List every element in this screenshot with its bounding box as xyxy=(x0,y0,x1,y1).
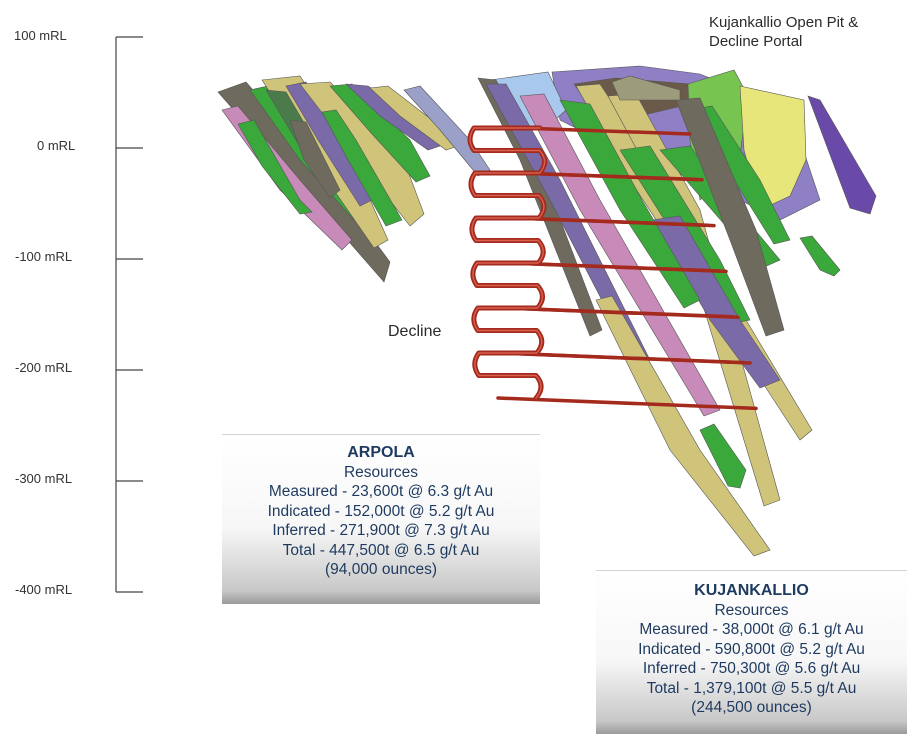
kujankallio-ounces: (244,500 ounces) xyxy=(691,699,812,716)
level-drive xyxy=(510,216,716,228)
level-drive xyxy=(506,261,728,274)
open-pit-label: Kujankallio Open Pit & Decline Portal xyxy=(709,13,858,51)
scale-label-minus-100: -100 mRL xyxy=(15,249,73,264)
arpola-inferred: Inferred - 271,900t @ 7.3 g/t Au xyxy=(272,522,490,539)
elevation-scale-axis xyxy=(115,36,143,593)
level-drive xyxy=(502,306,740,319)
arpola-title: ARPOLA xyxy=(347,444,415,461)
level-drive xyxy=(518,126,692,136)
kujankallio-subtitle: Resources xyxy=(714,601,789,619)
arpola-measured: Measured - 23,600t @ 6.3 g/t Au xyxy=(268,483,494,500)
arpola-orebody-lenses xyxy=(217,75,459,283)
arpola-subtitle: Resources xyxy=(343,463,419,481)
arpola-indicated: Indicated - 152,000t @ 5.2 g/t Au xyxy=(267,502,495,520)
scale-label-minus-300: -300 mRL xyxy=(15,471,73,486)
decline-label: Decline xyxy=(388,323,442,340)
decline-spiral xyxy=(469,127,546,399)
kujankallio-measured: Measured - 38,000t @ 6.1 g/t Au xyxy=(639,621,864,638)
arpola-total: Total - 447,500t @ 6.5 g/t Au xyxy=(282,541,480,559)
kujankallio-resource-box: KUJANKALLIO Resources Measured - 38,000t… xyxy=(596,570,907,734)
decline-ramp-highlight xyxy=(469,127,546,399)
level-drive xyxy=(498,351,752,365)
scale-label-minus-400: -400 mRL xyxy=(15,582,73,597)
open-pit-label-line2: Decline Portal xyxy=(709,33,803,50)
kujankallio-inferred: Inferred - 750,300t @ 5.6 g/t Au xyxy=(642,660,861,677)
kujankallio-title: KUJANKALLIO xyxy=(694,582,809,599)
kujankallio-indicated: Indicated - 590,800t @ 5.2 g/t Au xyxy=(638,640,865,658)
scale-label-0: 0 mRL xyxy=(37,138,76,153)
level-drive xyxy=(496,396,758,411)
kujankallio-total: Total - 1,379,100t @ 5.5 g/t Au xyxy=(646,679,857,697)
arpola-resource-box: ARPOLA Resources Measured - 23,600t @ 6.… xyxy=(222,434,540,604)
open-pit-label-line1: Kujankallio Open Pit & xyxy=(709,14,859,31)
arpola-ounces: (94,000 ounces) xyxy=(324,561,438,578)
scale-label-100: 100 mRL xyxy=(14,28,67,43)
level-drive xyxy=(514,171,704,182)
scale-label-minus-200: -200 mRL xyxy=(15,360,73,375)
